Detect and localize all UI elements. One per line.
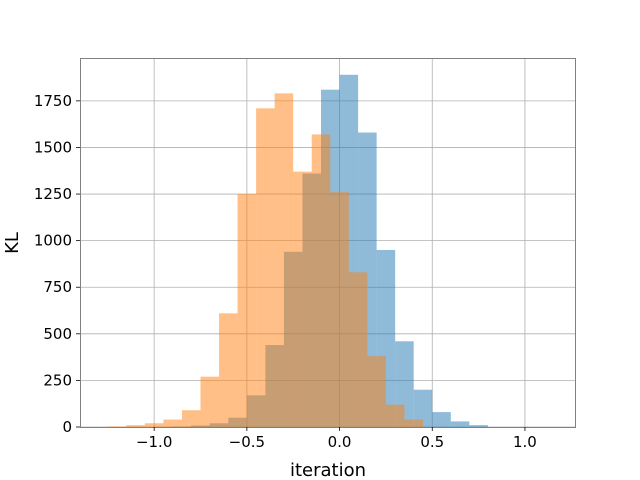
histogram-bar-series-2 bbox=[348, 272, 368, 427]
y-tick-label: 1000 bbox=[34, 232, 72, 250]
histogram-bar-series-2 bbox=[126, 425, 145, 427]
histogram-bar-series-1 bbox=[413, 389, 433, 427]
y-tick-label: 1750 bbox=[34, 92, 72, 110]
histogram-bar-series-2 bbox=[274, 93, 294, 427]
histogram-bar-series-2 bbox=[237, 194, 257, 427]
x-tick-label: −0.5 bbox=[229, 433, 265, 451]
histogram-bar-series-2 bbox=[144, 423, 164, 427]
y-axis-label: KL bbox=[2, 232, 23, 254]
y-tick-label: 0 bbox=[62, 418, 72, 436]
y-tick-label: 750 bbox=[43, 278, 72, 296]
y-tick-label: 500 bbox=[43, 325, 72, 343]
histogram-bar-series-2 bbox=[404, 419, 423, 427]
histogram-bar-series-2 bbox=[107, 426, 127, 427]
histogram-bar-series-1 bbox=[450, 421, 470, 427]
histogram-bar-series-2 bbox=[256, 108, 275, 428]
y-tick-label: 1500 bbox=[34, 138, 72, 156]
histogram-bar-series-2 bbox=[163, 419, 182, 427]
x-tick-label: 1.0 bbox=[513, 433, 537, 451]
histogram-bars bbox=[107, 74, 488, 428]
x-axis-ticks: −1.0 −0.5 0.0 0.5 1.0 bbox=[136, 427, 537, 451]
histogram-bar-series-2 bbox=[200, 376, 220, 427]
histogram-bar-series-2 bbox=[311, 134, 331, 427]
histogram-bar-series-2 bbox=[330, 192, 349, 427]
y-tick-label: 1250 bbox=[34, 185, 72, 203]
y-tick-label: 250 bbox=[43, 371, 72, 389]
x-tick-label: 0.5 bbox=[420, 433, 444, 451]
histogram-bar-series-2 bbox=[181, 410, 201, 427]
histogram-bar-series-2 bbox=[219, 313, 238, 427]
x-tick-label: −1.0 bbox=[136, 433, 172, 451]
x-tick-label: 0.0 bbox=[328, 433, 352, 451]
histogram-bar-series-1 bbox=[432, 412, 451, 427]
y-axis-ticks: 0 250 500 750 1000 1250 1500 1750 bbox=[34, 92, 80, 436]
x-axis-label: iteration bbox=[290, 460, 366, 480]
histogram-bar-series-2 bbox=[293, 171, 312, 427]
plot-frame bbox=[80, 58, 576, 428]
histogram-bar-series-2 bbox=[367, 356, 386, 427]
histogram-bar-series-1 bbox=[469, 425, 488, 427]
histogram-bar-series-2 bbox=[385, 404, 405, 427]
